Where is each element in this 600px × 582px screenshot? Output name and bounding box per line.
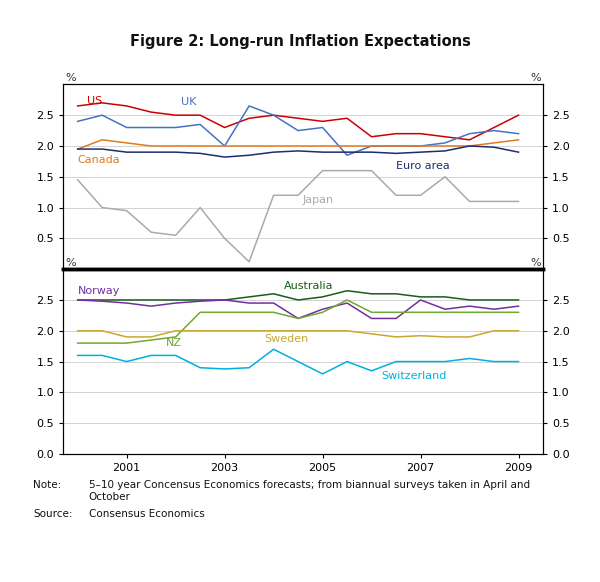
Text: UK: UK [181,97,196,107]
Text: NZ: NZ [166,338,182,348]
Text: Source:: Source: [33,509,73,519]
Text: Figure 2: Long-run Inflation Expectations: Figure 2: Long-run Inflation Expectation… [130,34,470,49]
Text: Canada: Canada [77,155,121,165]
Text: Consensus Economics: Consensus Economics [89,509,205,519]
Text: Japan: Japan [303,194,334,205]
Text: Australia: Australia [283,281,333,291]
Text: 5–10 year Concensus Economics forecasts; from biannual surveys taken in April an: 5–10 year Concensus Economics forecasts;… [89,480,530,502]
Text: %: % [530,73,541,83]
Text: %: % [65,258,76,268]
Text: Euro area: Euro area [396,161,450,171]
Text: Norway: Norway [77,286,120,296]
Text: Sweden: Sweden [264,334,308,344]
Text: Note:: Note: [33,480,61,490]
Text: %: % [65,73,76,83]
Text: Switzerland: Switzerland [382,371,447,381]
Text: US: US [88,96,103,106]
Text: %: % [530,258,541,268]
